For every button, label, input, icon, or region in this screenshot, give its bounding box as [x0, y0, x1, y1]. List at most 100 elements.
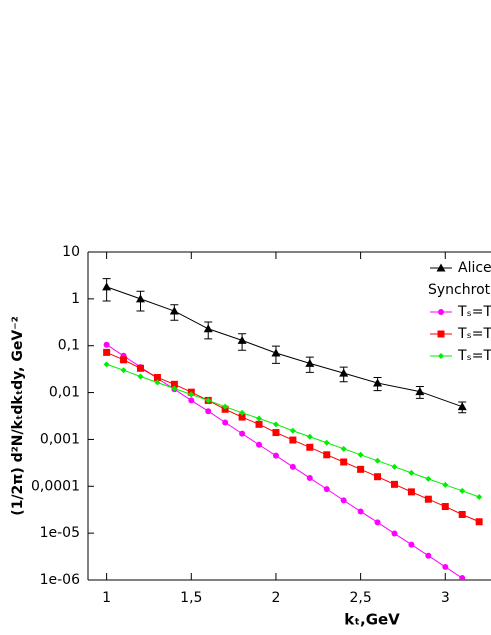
- marker: [136, 364, 144, 372]
- marker: [374, 457, 381, 464]
- y-tick-label: 1: [71, 291, 80, 307]
- marker: [407, 488, 415, 496]
- marker: [205, 408, 212, 415]
- marker: [103, 348, 111, 356]
- marker: [357, 451, 364, 458]
- y-tick-label: 0,001: [40, 431, 80, 447]
- y-tick-label: 0,0001: [31, 478, 80, 494]
- marker: [438, 309, 444, 315]
- marker: [374, 519, 381, 526]
- marker: [239, 430, 246, 437]
- y-tick-label: 1e-05: [40, 525, 80, 541]
- marker: [438, 353, 444, 359]
- marker: [323, 486, 330, 493]
- marker: [339, 368, 349, 377]
- marker: [306, 475, 313, 482]
- marker: [424, 495, 432, 503]
- marker: [306, 443, 314, 451]
- marker: [390, 480, 398, 488]
- x-tick-label: 1: [102, 590, 111, 606]
- marker: [408, 541, 415, 548]
- series-line: [106, 286, 463, 408]
- marker: [357, 508, 364, 515]
- marker: [289, 436, 297, 444]
- marker: [391, 463, 398, 470]
- marker: [457, 402, 467, 411]
- y-tick-label: 10: [62, 244, 80, 260]
- legend-label: Tₛ=T: [457, 304, 491, 320]
- marker: [459, 487, 466, 494]
- marker: [271, 348, 281, 357]
- marker: [436, 263, 446, 272]
- marker: [323, 451, 331, 459]
- marker: [373, 378, 383, 387]
- y-tick-label: 1e-06: [40, 572, 80, 588]
- x-tick-label: 3: [441, 590, 450, 606]
- marker: [272, 421, 279, 428]
- marker: [272, 452, 279, 459]
- y-tick-label: 0,01: [49, 385, 80, 401]
- marker: [340, 497, 347, 504]
- y-axis-label: (1/2π) d²N/kₜdkₜdy, GeV⁻²: [10, 316, 26, 515]
- marker: [120, 356, 128, 364]
- marker: [103, 361, 110, 368]
- marker: [171, 385, 178, 392]
- legend-label: Tₛ=T: [457, 348, 491, 364]
- marker: [323, 439, 330, 446]
- marker: [476, 494, 483, 501]
- marker: [120, 367, 127, 374]
- marker: [408, 469, 415, 476]
- marker: [237, 335, 247, 344]
- marker: [357, 465, 365, 473]
- marker: [442, 563, 449, 570]
- marker: [340, 458, 348, 466]
- marker: [256, 415, 263, 422]
- marker: [256, 441, 263, 448]
- marker: [289, 427, 296, 434]
- marker: [170, 380, 178, 388]
- marker: [137, 373, 144, 380]
- marker: [459, 575, 466, 580]
- marker: [415, 387, 425, 396]
- legend-label: Alice: [458, 260, 491, 276]
- series-line: [106, 344, 463, 579]
- legend-title: Synchrot: [428, 282, 491, 298]
- marker: [441, 503, 449, 511]
- marker: [188, 397, 195, 404]
- marker: [306, 433, 313, 440]
- x-tick-label: 2: [271, 590, 280, 606]
- marker: [289, 463, 296, 470]
- marker: [135, 294, 145, 303]
- marker: [458, 510, 466, 518]
- legend-label: Tₛ=T: [457, 326, 491, 342]
- marker: [425, 475, 432, 482]
- marker: [239, 409, 246, 416]
- marker: [222, 419, 229, 426]
- marker: [374, 473, 382, 481]
- marker: [272, 429, 280, 437]
- y-tick-label: 0,1: [58, 338, 80, 354]
- marker: [442, 481, 449, 488]
- marker: [305, 358, 315, 367]
- marker: [154, 379, 161, 386]
- marker: [255, 420, 263, 428]
- marker: [188, 391, 195, 398]
- marker: [103, 341, 110, 348]
- x-tick-label: 2,5: [349, 590, 371, 606]
- marker: [203, 324, 213, 333]
- legend: Alice Synchrot Tₛ=T Tₛ=T Tₛ=T: [428, 260, 491, 364]
- marker: [169, 306, 179, 315]
- marker: [475, 518, 483, 526]
- x-tick-label: 1,5: [180, 590, 202, 606]
- marker: [205, 397, 212, 404]
- marker: [437, 330, 445, 338]
- plot-area: [102, 278, 483, 580]
- marker: [153, 373, 161, 381]
- marker: [222, 403, 229, 410]
- marker: [391, 530, 398, 537]
- marker: [102, 282, 112, 291]
- marker: [425, 552, 432, 559]
- marker: [238, 413, 246, 421]
- x-axis-label: kₜ,GeV: [344, 611, 400, 629]
